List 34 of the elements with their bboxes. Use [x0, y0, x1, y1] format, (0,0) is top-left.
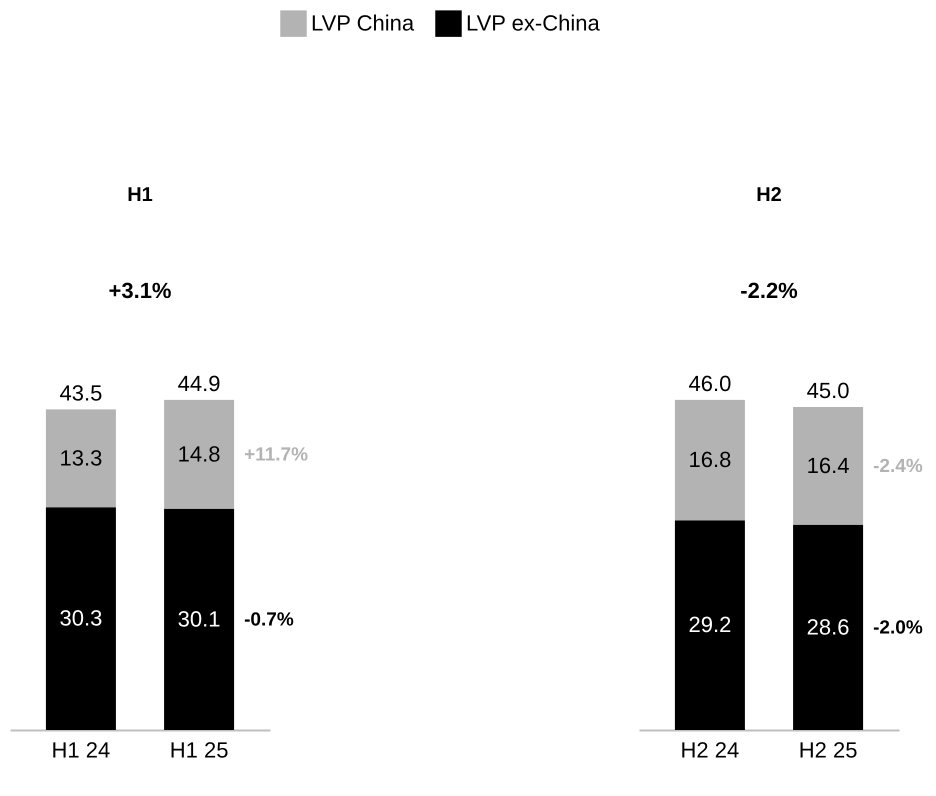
chart-title: H2 — [756, 184, 782, 206]
x-tick-label: H1 25 — [170, 738, 228, 762]
legend-label: LVP ex-China — [466, 10, 600, 36]
x-tick-label: H2 25 — [798, 738, 858, 762]
data-label: 30.1 — [178, 606, 221, 632]
bar — [164, 508, 234, 730]
data-label: 16.4 — [806, 452, 850, 478]
legend-label: LVP China — [311, 10, 415, 36]
data-label: 28.6 — [806, 614, 850, 640]
bar — [46, 507, 116, 730]
data-label: 13.3 — [59, 445, 102, 470]
chart-title: H1 — [127, 184, 153, 206]
text: -2.2% — [740, 278, 798, 303]
annotation: -2.4% — [873, 456, 923, 477]
total-label: 44.9 — [178, 370, 221, 396]
bar — [46, 409, 116, 508]
data-label: 16.8 — [688, 447, 732, 472]
bar — [674, 520, 745, 730]
total-label: 46.0 — [688, 370, 732, 396]
data-label: 14.8 — [178, 441, 221, 466]
x-tick-label: H1 24 — [52, 738, 110, 762]
annotation: +11.7% — [244, 444, 308, 466]
bar — [164, 400, 234, 509]
annotation: -2.0% — [873, 617, 923, 638]
total-label: 45.0 — [806, 378, 850, 404]
bar — [793, 524, 864, 730]
text: +3.1% — [108, 278, 172, 303]
annotation: -0.7% — [244, 609, 294, 630]
bar — [674, 400, 745, 520]
x-tick-label: H2 24 — [680, 738, 740, 762]
total-label: 43.5 — [59, 380, 102, 406]
bar — [793, 407, 864, 525]
data-label: 29.2 — [688, 612, 732, 638]
data-label: 30.3 — [59, 606, 102, 631]
